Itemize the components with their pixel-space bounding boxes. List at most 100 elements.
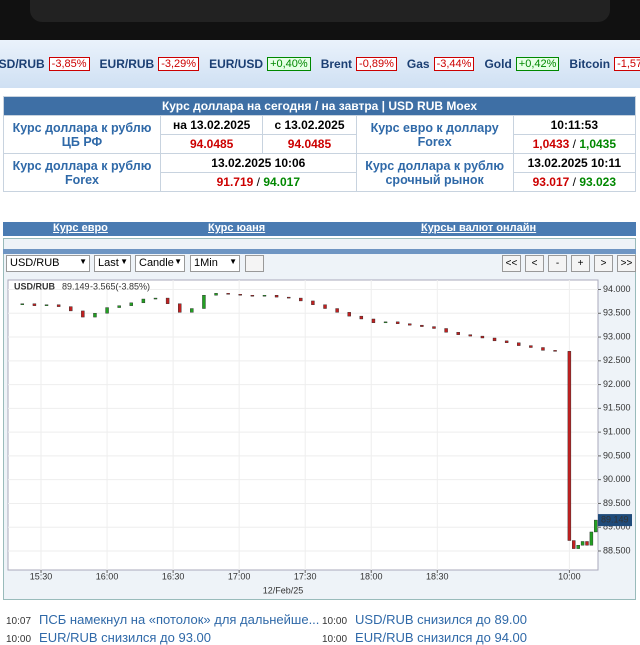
last-tag-label: 89.149 — [601, 514, 629, 524]
candle — [190, 308, 194, 313]
ticker-change: -3,29% — [158, 57, 200, 71]
x-tick-label: 16:30 — [162, 571, 185, 581]
ticker-change: -3,85% — [48, 57, 90, 71]
arrow: ▼ — [229, 257, 237, 266]
candle — [214, 293, 218, 296]
y-tick-label: 89.500 — [603, 498, 631, 508]
candle — [153, 297, 158, 300]
news-item[interactable]: 10:00 EUR/RUB снизился до 94.00 — [322, 630, 527, 645]
candle — [117, 305, 121, 308]
candle — [141, 298, 146, 304]
y-tick-label: 88.500 — [603, 545, 631, 555]
select[interactable]: 1Min ▼ — [190, 255, 240, 272]
nav-button[interactable]: << — [502, 255, 521, 272]
ticker-name: Bitcoin — [569, 57, 611, 71]
y-tick-label: 92.500 — [603, 355, 631, 365]
y-tick-label: 93.500 — [603, 308, 631, 318]
candle — [178, 303, 182, 313]
date-label: 12/Feb/25 — [263, 585, 304, 595]
candle — [480, 335, 485, 339]
candle — [129, 302, 133, 306]
news-item[interactable]: 10:00 EUR/RUB снизился до 93.00 — [6, 630, 211, 645]
candle — [20, 303, 25, 305]
candle — [567, 351, 572, 541]
candle — [420, 324, 424, 327]
y-tick-label: 93.000 — [603, 331, 631, 341]
candle — [311, 300, 315, 305]
select[interactable]: Last ▼ — [94, 255, 131, 272]
news-text: EUR/RUB снизился до 93.00 — [39, 630, 212, 645]
y-tick-label: 90.500 — [603, 450, 631, 460]
chart: 88.500 89.000 89.500 90.000 90.500 91.000 91.5… — [7, 279, 632, 595]
ticker-name: Brent — [320, 57, 353, 71]
time: 13.02.2025 10:11 — [512, 153, 637, 173]
candle — [517, 342, 521, 346]
ticker-name: EUR/USD — [209, 57, 264, 71]
news-text: EUR/RUB снизился до 94.00 — [355, 630, 528, 645]
sep: / — [572, 137, 576, 151]
candle — [585, 541, 589, 546]
ticker-name: EUR/RUB — [99, 57, 155, 71]
ticker-item: Gas -3,44% — [407, 57, 475, 71]
nav-button[interactable]: < — [525, 255, 544, 272]
ticker-item: Brent -0,89% — [321, 57, 397, 71]
candle — [444, 328, 448, 333]
candle — [323, 304, 327, 309]
link[interactable]: Курсы валют онлайн — [421, 222, 537, 234]
candle — [589, 531, 594, 546]
candle — [69, 306, 73, 312]
x-tick-label: 17:00 — [228, 571, 251, 581]
link[interactable]: Курс евро — [53, 222, 108, 234]
candle — [238, 294, 242, 296]
candle — [580, 541, 585, 546]
news-item[interactable]: 10:00 USD/RUB снизился до 89.00 — [322, 612, 527, 627]
sep: / — [572, 175, 576, 189]
notch — [30, 0, 610, 22]
news-item[interactable]: 10:07 ПСБ намекнул на «потолок» для дальн… — [6, 612, 319, 627]
ask: 1,0435 — [579, 137, 617, 151]
select[interactable]: USD/RUB ▼ — [6, 255, 90, 272]
ticker-item: EUR/USD +0,40% — [209, 57, 311, 71]
ticker-name: Gas — [406, 57, 430, 71]
nav-button[interactable]: >> — [617, 255, 636, 272]
candle — [572, 540, 576, 549]
candle — [371, 318, 376, 323]
candle — [81, 310, 85, 318]
y-tick-label: 94.000 — [603, 284, 631, 294]
y-tick-label: 92.000 — [603, 379, 631, 389]
table-title: Курс доллара на сегодня / на завтра | US… — [3, 96, 636, 116]
candle — [395, 321, 400, 324]
x-tick-label: 16:00 — [96, 571, 119, 581]
nav-button[interactable]: - — [548, 255, 567, 272]
ask: 93.023 — [579, 175, 617, 189]
label: Курс доллара к рублю ЦБ РФ — [3, 115, 161, 154]
plot-area — [7, 279, 599, 571]
nav-button[interactable]: + — [571, 255, 590, 272]
select[interactable]: Candle ▼ — [135, 255, 185, 272]
candle — [594, 519, 598, 533]
ticker: USD/RUB-3,85% EUR/RUB-3,29% EUR/USD+0,40% B… — [0, 40, 640, 88]
settings-button[interactable] — [245, 255, 264, 272]
symbol: USD/RUB — [14, 281, 56, 291]
links-bar: Курс евро Курс юаня Курсы валют онлайн — [3, 222, 636, 236]
bid: 91.719 — [216, 175, 254, 189]
candle — [383, 321, 388, 324]
x-tick-label: 17:30 — [294, 571, 317, 581]
ticker-item: Bitcoin-1,57% — [569, 57, 640, 71]
link[interactable]: Курс юаня — [208, 222, 266, 234]
x-tick-label: 15:30 — [30, 571, 53, 581]
y-tick-label: 91.000 — [603, 427, 631, 437]
candle — [165, 297, 170, 304]
nav-button[interactable]: > — [594, 255, 613, 272]
candle — [56, 304, 61, 307]
candle — [359, 315, 364, 320]
candle — [456, 332, 460, 335]
ticker-change: -1,57% — [614, 57, 640, 71]
date: на 13.02.2025 — [159, 115, 264, 135]
label: Курс доллара к рублю срочный рынок — [355, 153, 514, 192]
arrow: ▼ — [174, 257, 182, 266]
candle — [541, 347, 545, 351]
browser-top — [0, 0, 640, 40]
ask: 94.017 — [263, 175, 301, 189]
